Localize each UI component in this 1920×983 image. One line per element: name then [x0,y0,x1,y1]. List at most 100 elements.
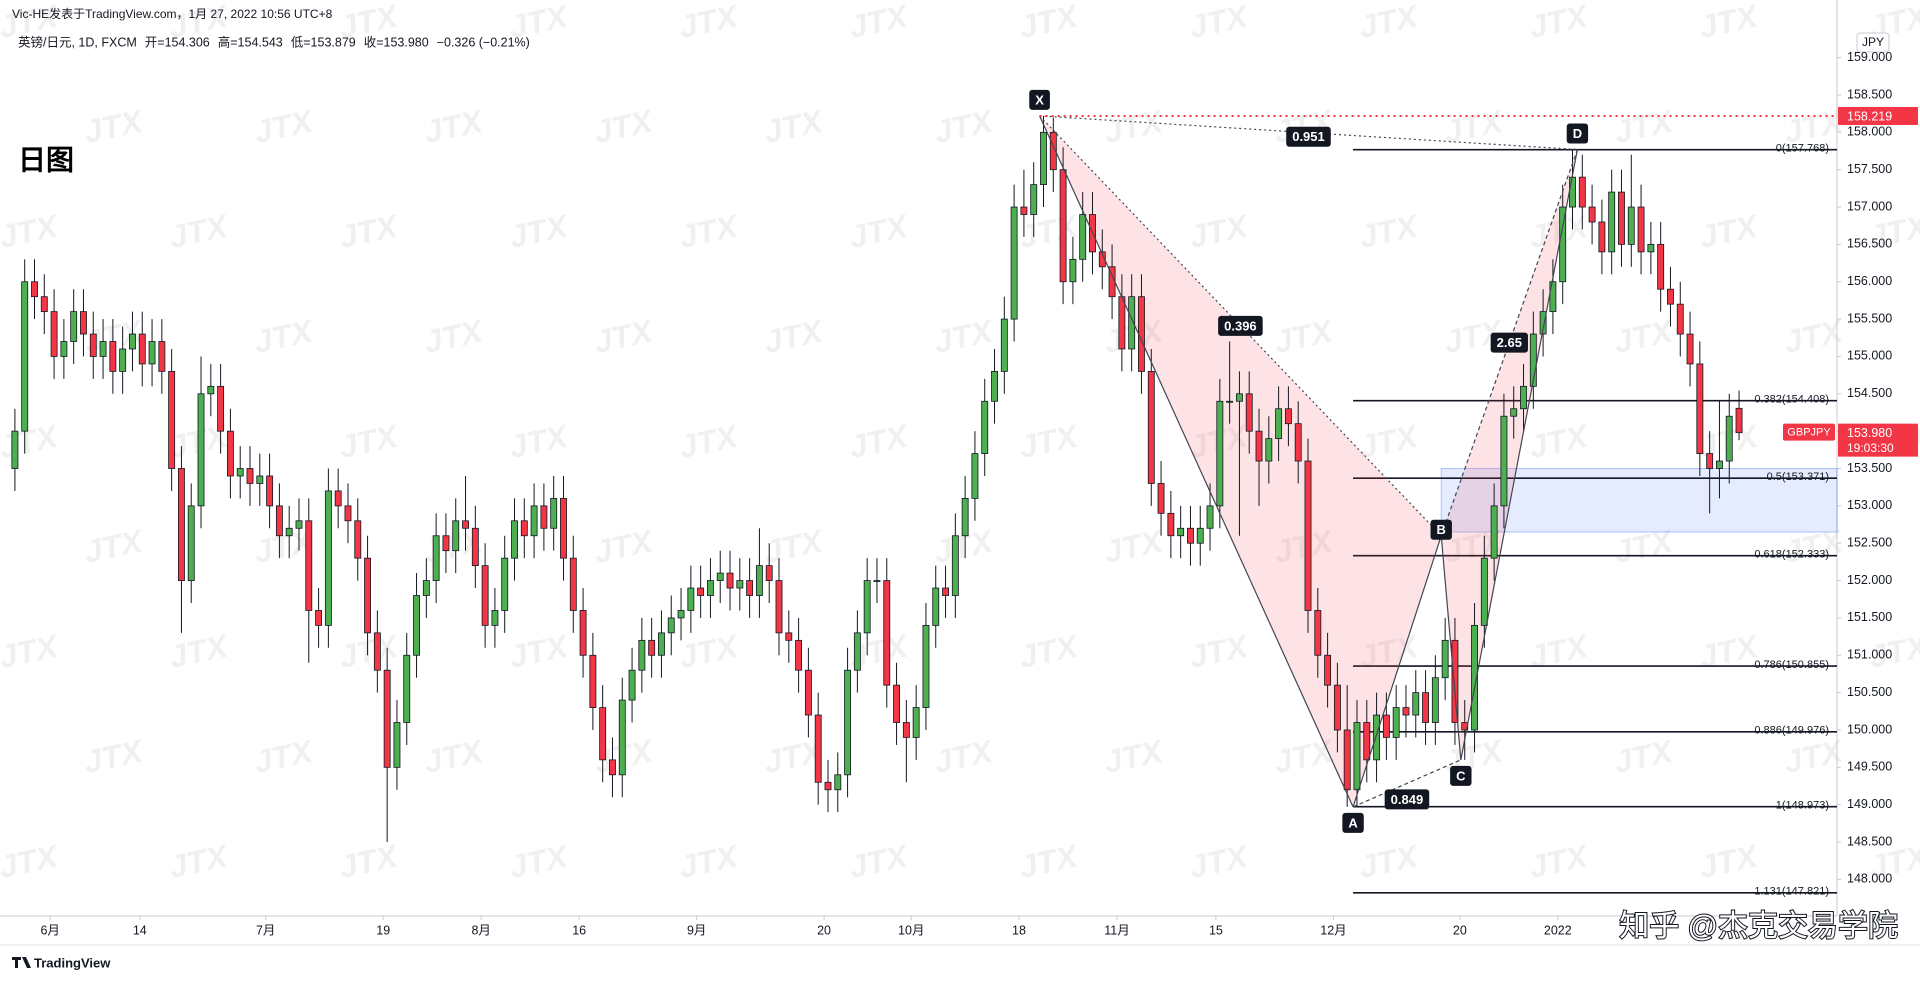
candle-body [256,475,264,484]
y-tick-label: 151.500 [1847,610,1892,624]
candle-body [814,714,822,783]
pattern-point-bg [1566,123,1589,144]
candle-body [1637,206,1645,253]
pattern-ratio-bg [1384,789,1430,810]
candle-body [1079,214,1087,260]
y-tick-label: 150.500 [1847,685,1892,699]
y-tick-label: 157.500 [1847,162,1892,176]
candle-body [1451,639,1459,723]
candle-body [1187,527,1194,544]
pattern-ratio-text: 0.951 [1292,129,1325,144]
candle-body [1353,722,1361,791]
candle-body [138,333,146,365]
y-tick-label: 152.000 [1847,573,1892,587]
y-tick-label: 157.000 [1847,199,1892,213]
candle-body [70,311,78,342]
y-tick-label: 155.500 [1847,311,1892,325]
candle-body [589,654,597,708]
countdown: 19:03:30 [1847,441,1894,455]
currency-box [1856,32,1890,53]
candle-body [80,311,87,335]
candle-body [1157,483,1165,514]
candle-body [31,281,38,298]
candle-body [60,341,68,357]
candle-body [285,527,293,537]
pattern-point-bg [1430,519,1452,540]
candle-body [364,557,371,634]
candle-body [1118,296,1126,350]
candle-body [422,580,430,596]
candle-body [520,520,528,537]
symbol-tag-text: GBPJPY [1787,427,1831,439]
candle-body [501,557,509,611]
y-tick-label: 150.000 [1847,722,1892,736]
candle-body [1520,385,1527,410]
y-tick-label: 149.000 [1847,797,1892,811]
candle-body [1304,460,1312,611]
candle-body [1069,258,1077,283]
candle-body [462,520,469,529]
pattern-point-text: C [1456,768,1466,783]
high-tag-text: 158.219 [1847,109,1892,123]
candle-body [1431,677,1439,723]
candle-body [873,580,881,582]
candle-body [658,632,665,656]
candle-body [1480,557,1488,626]
x-tick-label: 2022 [1544,923,1572,937]
x-tick-label: 10月 [898,923,924,937]
candle-body [736,580,744,589]
candle-body [863,580,871,634]
candle-body [99,341,107,357]
candle-body [951,535,959,596]
candle-body [109,341,117,372]
pattern-point-text: A [1348,815,1358,830]
candle-body [1040,131,1047,186]
candle-body [491,610,499,626]
pattern-line [1440,535,1462,760]
pattern-ratio-bg [1286,126,1331,147]
candle-body [1402,707,1410,716]
candle-body [1441,639,1449,679]
y-tick-label: 158.500 [1847,87,1892,101]
candle-body [383,669,391,768]
candle-body [755,565,763,596]
candle-body [844,669,852,776]
candle-body [1206,505,1214,529]
candle-body [40,296,48,313]
candle-body [354,520,362,559]
candle-body [1588,206,1596,223]
candle-body [1265,438,1273,462]
candle-body [1000,318,1008,372]
credit: 知乎 @杰克交易学院 [1619,910,1898,943]
last-price: 153.980 [1847,426,1892,440]
x-tick-label: 12月 [1320,923,1346,937]
candle-body [168,370,176,469]
candle-body [334,490,342,507]
candle-body [89,333,97,357]
candle-body [1686,333,1694,365]
pattern-ratio: 0.849 [1384,789,1430,810]
candle-body [226,430,234,477]
candle-body [236,468,244,477]
candle-body [275,505,283,537]
candle-body [883,580,891,686]
pattern-point-text: X [1035,92,1044,107]
last-tag [1838,423,1918,457]
y-tick-label: 156.500 [1847,237,1892,251]
publisher: Vic-HE发表于TradingView.com，1月 27, 2022 10:… [12,6,333,21]
x-tick-label: 18 [1012,923,1026,937]
candle-body [1147,370,1155,484]
candle-body [1490,505,1498,559]
pattern-line [1039,115,1354,808]
candle-body [1138,296,1145,372]
candle-body [158,341,166,372]
candle-body [1314,610,1322,656]
candle-body [1020,206,1028,215]
candle-body [148,341,156,365]
x-tick-label: 11月 [1104,923,1129,937]
candle-body [452,520,460,552]
pattern-point: X [1029,89,1050,110]
ohlc-value: 低=153.879 [291,35,356,49]
tradingview-logo [12,957,31,968]
